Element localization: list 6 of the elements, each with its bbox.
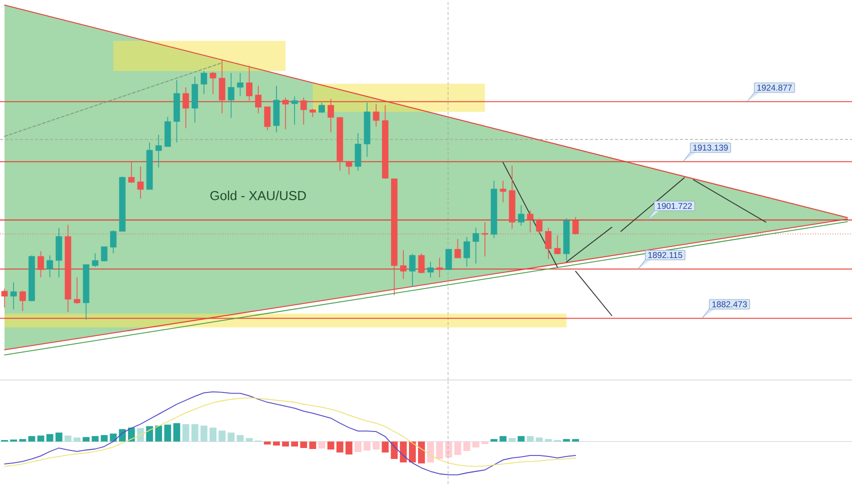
ref-line-label: 1882.473	[712, 301, 747, 308]
ref-line-label: 1913.139	[693, 144, 728, 151]
ref-line-label: 1901.722	[657, 202, 692, 209]
ref-line-label: 1924.877	[757, 84, 792, 91]
ref-line-label: 1892.115	[648, 252, 682, 258]
annotation: Gold - XAU/USD	[210, 190, 306, 200]
